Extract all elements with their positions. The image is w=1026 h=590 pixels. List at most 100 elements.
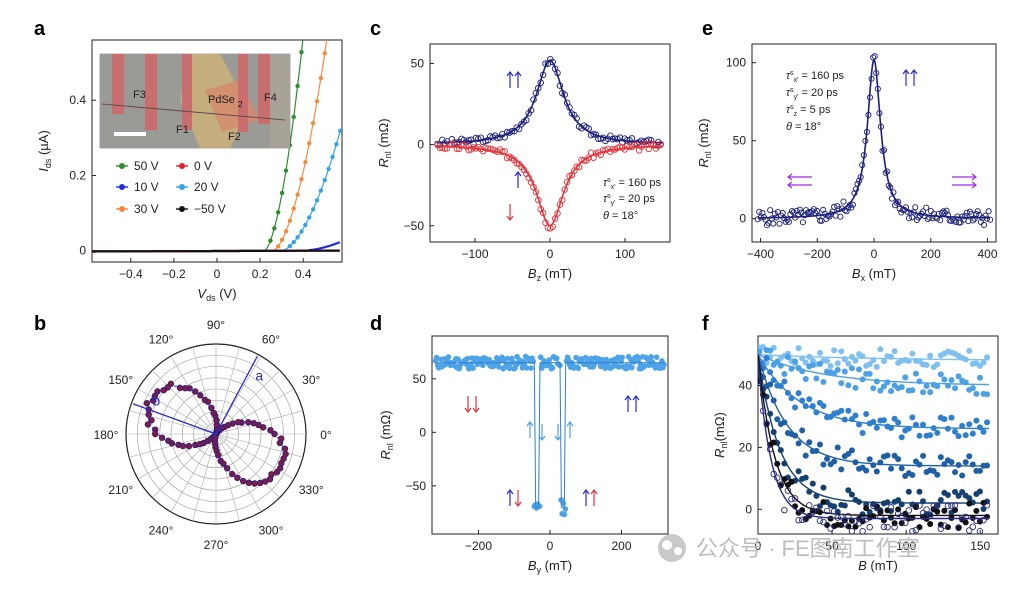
rnl-point bbox=[888, 388, 895, 395]
spin-arrow-head bbox=[538, 435, 546, 441]
x-tick-label: 150 bbox=[970, 539, 990, 553]
rnl-point bbox=[788, 495, 795, 503]
polar-angle-label: 60° bbox=[262, 333, 280, 347]
rnl-point bbox=[551, 215, 559, 222]
rnl-point bbox=[898, 434, 905, 441]
rnl-point bbox=[504, 355, 511, 362]
y-axis-label: Rnl (mΩ) bbox=[376, 118, 393, 167]
polar-angle-label: 150° bbox=[108, 373, 133, 387]
rnl-point bbox=[941, 507, 948, 514]
iv-point bbox=[314, 198, 320, 203]
x-tick-label: −200 bbox=[465, 539, 492, 553]
rnl-point bbox=[923, 506, 930, 513]
rnl-point bbox=[795, 468, 802, 475]
rnl-point bbox=[820, 206, 827, 213]
iv-point bbox=[272, 226, 277, 231]
rnl-point bbox=[506, 365, 513, 372]
rnl-point bbox=[909, 472, 916, 479]
rnl-point bbox=[537, 354, 544, 361]
rnl-point bbox=[895, 456, 902, 463]
spin-arrow-head bbox=[472, 407, 480, 413]
polar-point bbox=[278, 435, 285, 442]
spin-arrow-head bbox=[971, 181, 977, 189]
rnl-point bbox=[909, 514, 916, 521]
rnl-point bbox=[852, 412, 859, 419]
rnl-point bbox=[820, 484, 827, 491]
spin-arrow-head bbox=[506, 215, 514, 221]
polar-angle-label: 330° bbox=[299, 483, 324, 497]
iv-point bbox=[295, 235, 300, 240]
rnl-point bbox=[891, 348, 898, 355]
rnl-point bbox=[912, 526, 920, 534]
rnl-point bbox=[763, 420, 770, 427]
rnl-point bbox=[795, 440, 802, 447]
x-tick-label: 100 bbox=[896, 539, 916, 553]
y-axis-label: Ids (µA) bbox=[36, 130, 53, 172]
panel-f: f 0 50 100 150 0 20 40 B (mT) Rnl(mΩ) bbox=[702, 313, 999, 573]
iv-point bbox=[322, 51, 327, 56]
x-tick-label: −100 bbox=[461, 247, 488, 261]
rnl-point bbox=[781, 215, 788, 222]
watermark: 公众号 · FE图南工作室 bbox=[658, 534, 920, 562]
rnl-point bbox=[573, 354, 579, 361]
legend-label: 50 V bbox=[134, 159, 159, 173]
rnl-point bbox=[496, 364, 502, 370]
rnl-point bbox=[927, 520, 934, 527]
rnl-point bbox=[523, 365, 530, 371]
rnl-point bbox=[838, 407, 845, 414]
rnl-point bbox=[966, 347, 973, 354]
panel-a-legend: 50 V 10 V 30 V 0 V 20 V −50 V bbox=[116, 159, 226, 216]
rnl-point bbox=[798, 516, 806, 524]
rnl-point bbox=[855, 519, 863, 527]
legend-marker bbox=[179, 206, 185, 212]
rnl-point bbox=[884, 507, 891, 514]
rnl-point bbox=[807, 209, 814, 216]
rnl-point bbox=[984, 391, 991, 398]
rnl-point bbox=[966, 453, 973, 460]
x-tick-label: 200 bbox=[921, 247, 941, 261]
rnl-point bbox=[962, 459, 969, 466]
polar-angle-label: 90° bbox=[207, 318, 225, 332]
iv-point bbox=[326, 25, 330, 29]
rnl-point bbox=[848, 491, 855, 498]
rnl-point bbox=[870, 385, 877, 392]
rnl-point bbox=[767, 347, 774, 354]
rnl-point bbox=[920, 421, 927, 428]
iv-point bbox=[318, 75, 324, 81]
rnl-point bbox=[809, 480, 816, 487]
rnl-point bbox=[987, 216, 994, 223]
device-micrograph: F3 PdSe 2 F4 F1 F2 bbox=[99, 53, 291, 149]
rnl-point bbox=[909, 414, 916, 421]
y-tick-label: 0 bbox=[739, 212, 746, 226]
rnl-point bbox=[944, 502, 952, 510]
rnl-point bbox=[941, 522, 948, 529]
rnl-point bbox=[976, 528, 984, 534]
rnl-point bbox=[561, 186, 568, 193]
rnl-point bbox=[944, 524, 951, 531]
axis-a-label: a bbox=[255, 367, 263, 383]
rnl-point bbox=[973, 507, 980, 514]
panel-e: e −400 −200 0 200 400 0 50 100 Bx (mT) Rnl (mΩ) τs… bbox=[696, 18, 998, 283]
rnl-point bbox=[984, 419, 991, 426]
rnl-point bbox=[767, 381, 774, 388]
iv-point bbox=[299, 229, 304, 234]
spin-arrow-head bbox=[590, 489, 598, 495]
rnl-point bbox=[966, 527, 973, 534]
x-tick-label: −200 bbox=[804, 247, 831, 261]
rnl-point bbox=[985, 208, 992, 215]
x-tick-label: 0 bbox=[755, 539, 762, 553]
rnl-point bbox=[866, 361, 873, 368]
rnl-point bbox=[464, 355, 471, 362]
rnl-fit bbox=[758, 353, 990, 386]
rnl-point bbox=[969, 523, 977, 531]
rnl-point bbox=[834, 444, 841, 451]
rnl-point bbox=[877, 513, 884, 520]
y-tick-label: 100 bbox=[726, 56, 746, 70]
rnl-point bbox=[809, 362, 816, 369]
iv-point bbox=[276, 210, 281, 215]
rnl-point bbox=[841, 502, 848, 509]
rnl-point bbox=[937, 371, 944, 378]
rnl-point bbox=[955, 373, 962, 380]
iv-curve bbox=[92, 249, 340, 253]
